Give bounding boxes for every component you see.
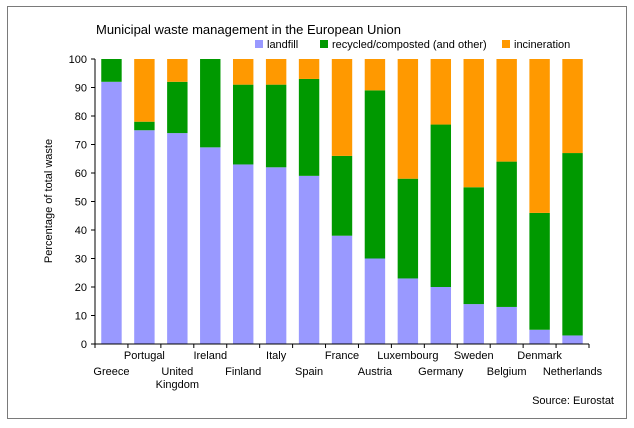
bar-segment-recycled-5 bbox=[265, 84, 287, 168]
x-tick-label: Ireland bbox=[193, 350, 227, 362]
bar-segment-landfill-13 bbox=[529, 329, 550, 344]
y-tick-label: 60 bbox=[75, 168, 87, 180]
bar-segment-recycled-3 bbox=[200, 59, 221, 148]
bar-segment-landfill-2 bbox=[167, 133, 188, 344]
bar-segment-landfill-5 bbox=[265, 167, 287, 344]
legend-swatch bbox=[320, 40, 328, 48]
bar-segment-incineration-7 bbox=[331, 59, 353, 156]
bar-segment-landfill-14 bbox=[562, 335, 583, 344]
bar-segment-landfill-11 bbox=[463, 304, 484, 344]
x-tick-label: Austria bbox=[358, 366, 393, 378]
y-tick-label: 10 bbox=[75, 311, 87, 323]
bar-segment-incineration-13 bbox=[529, 59, 550, 213]
bar-segment-landfill-3 bbox=[200, 147, 221, 344]
bar-segment-recycled-11 bbox=[463, 187, 484, 305]
y-tick-label: 20 bbox=[75, 282, 87, 294]
axes bbox=[94, 59, 590, 348]
bar-segment-landfill-10 bbox=[430, 287, 452, 344]
bars bbox=[101, 59, 583, 345]
bar-segment-recycled-2 bbox=[167, 81, 188, 134]
x-tick-label: Denmark bbox=[517, 350, 562, 362]
x-axis-labels: Greece Portugal United Kingdom Ireland Finlan… bbox=[93, 350, 602, 391]
bar-segment-incineration-9 bbox=[397, 59, 419, 179]
y-tick-label: 80 bbox=[75, 111, 87, 123]
bar-segment-recycled-14 bbox=[562, 153, 583, 336]
bar-segment-recycled-9 bbox=[397, 178, 419, 279]
bar-segment-recycled-10 bbox=[430, 124, 452, 287]
y-tick-label: 40 bbox=[75, 225, 87, 237]
x-tick-label: Luxembourg bbox=[377, 350, 438, 362]
bar-segment-incineration-8 bbox=[364, 59, 386, 91]
bar-segment-landfill-6 bbox=[298, 175, 320, 344]
bar-segment-landfill-4 bbox=[232, 164, 254, 344]
y-tick-label: 100 bbox=[69, 54, 87, 66]
legend-swatch bbox=[255, 40, 263, 48]
x-tick-label: Spain bbox=[295, 366, 323, 378]
bar-segment-incineration-2 bbox=[167, 59, 188, 82]
x-tick-label: Portugal bbox=[124, 350, 165, 362]
bar-segment-recycled-7 bbox=[331, 155, 353, 236]
x-tick-label: United Kingdom bbox=[156, 366, 199, 391]
bar-segment-incineration-11 bbox=[463, 59, 484, 188]
bar-segment-landfill-1 bbox=[134, 130, 155, 344]
bar-segment-recycled-8 bbox=[364, 90, 386, 259]
x-tick-label: Netherlands bbox=[543, 366, 603, 378]
legend-label: landfill bbox=[267, 39, 298, 51]
bar-segment-landfill-7 bbox=[331, 235, 353, 344]
legend-label: incineration bbox=[514, 39, 570, 51]
chart-title: Municipal waste management in the Europe… bbox=[96, 22, 401, 37]
y-tick-label: 30 bbox=[75, 254, 87, 266]
x-tick-label: Sweden bbox=[454, 350, 494, 362]
source-note: Source: Eurostat bbox=[532, 395, 614, 407]
x-tick-label: France bbox=[325, 350, 359, 362]
y-tick-label: 90 bbox=[75, 83, 87, 95]
bar-segment-incineration-1 bbox=[134, 59, 155, 122]
legend-swatch bbox=[502, 40, 510, 48]
bar-segment-recycled-13 bbox=[529, 212, 550, 330]
legend-label: recycled/composted (and other) bbox=[332, 39, 487, 51]
y-tick-label: 0 bbox=[81, 339, 87, 351]
bar-segment-incineration-12 bbox=[496, 59, 517, 162]
y-tick-label: 50 bbox=[75, 197, 87, 209]
bar-segment-recycled-1 bbox=[134, 121, 155, 131]
bar-segment-incineration-10 bbox=[430, 59, 452, 125]
bar-segment-recycled-0 bbox=[101, 59, 122, 82]
legend: landfill recycled/composted (and other) in… bbox=[255, 39, 570, 51]
y-tick-label: 70 bbox=[75, 140, 87, 152]
bar-segment-incineration-14 bbox=[562, 59, 583, 154]
bar-segment-incineration-6 bbox=[298, 59, 320, 79]
bar-segment-incineration-5 bbox=[265, 59, 287, 85]
bar-segment-incineration-4 bbox=[232, 59, 254, 85]
bar-segment-landfill-0 bbox=[101, 81, 122, 345]
bar-segment-recycled-12 bbox=[496, 161, 517, 307]
x-tick-label: Finland bbox=[225, 366, 261, 378]
bar-segment-landfill-9 bbox=[397, 278, 419, 344]
bar-segment-recycled-4 bbox=[232, 84, 254, 165]
y-axis-label: Percentage of total waste bbox=[43, 139, 55, 263]
x-tick-label: Greece bbox=[93, 366, 129, 378]
x-tick-label: Belgium bbox=[487, 366, 527, 378]
bar-segment-landfill-8 bbox=[364, 258, 386, 344]
x-tick-label: Italy bbox=[266, 350, 287, 362]
bar-segment-landfill-12 bbox=[496, 306, 517, 344]
x-tick-label: Germany bbox=[418, 366, 464, 378]
bar-segment-recycled-6 bbox=[298, 78, 320, 176]
y-axis-ticks: 0 10 20 30 40 50 60 70 80 90 100 bbox=[69, 54, 95, 351]
